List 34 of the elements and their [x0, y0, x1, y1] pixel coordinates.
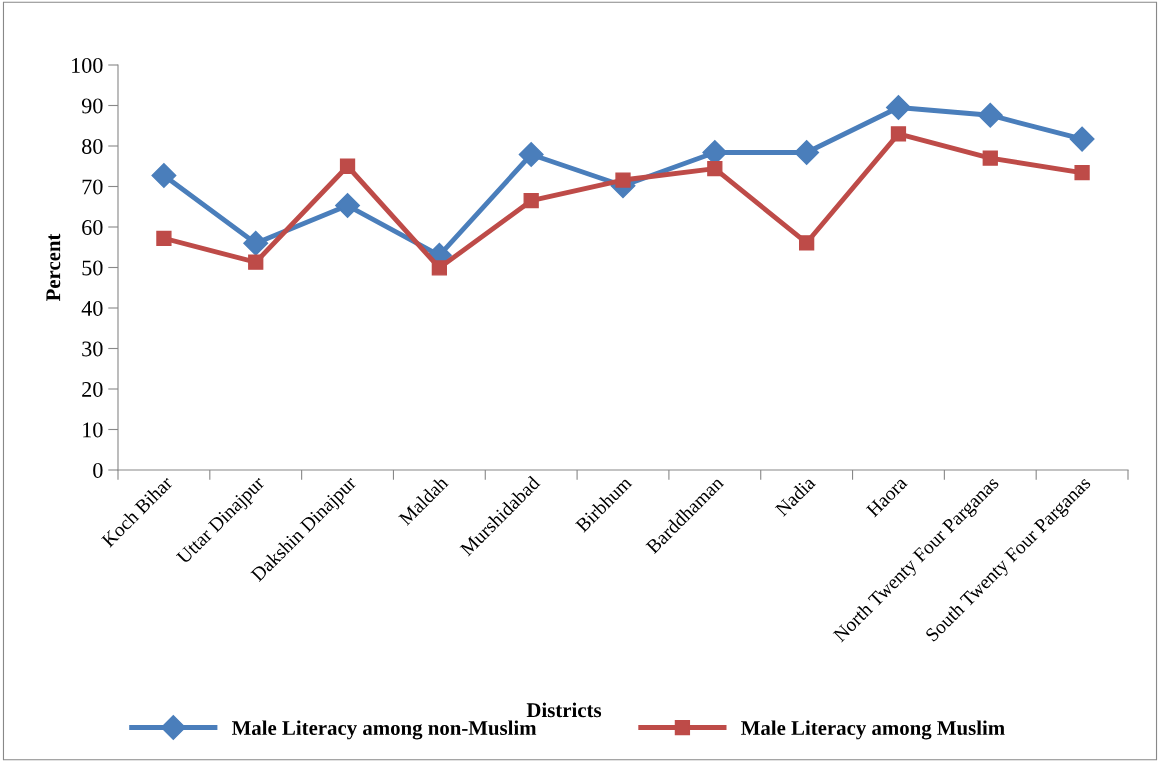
legend-label: Male Literacy among non-Muslim	[231, 720, 537, 740]
point	[798, 235, 815, 251]
point	[431, 260, 448, 276]
y-tick-label: 20	[82, 381, 103, 397]
legend-label: Male Literacy among Muslim	[741, 720, 1005, 740]
point	[982, 150, 998, 166]
point	[243, 230, 269, 256]
y-tick-label: 40	[81, 300, 103, 316]
point	[523, 193, 539, 209]
point	[248, 254, 264, 270]
point	[339, 158, 356, 174]
point	[885, 95, 911, 121]
point	[156, 230, 172, 246]
y-tick-label: 100	[72, 57, 103, 73]
point	[615, 172, 631, 188]
y-tick-label: 10	[83, 422, 103, 438]
point	[151, 163, 177, 189]
y-tick-label: 0	[93, 462, 103, 478]
y-tick-label: 80	[82, 138, 103, 154]
y-axis-title: Percent	[46, 233, 61, 302]
y-tick-label: 50	[82, 260, 103, 276]
point	[707, 161, 723, 177]
y-tick-label: 70	[82, 179, 103, 195]
point	[794, 140, 820, 165]
x-axis-title: Districts	[526, 702, 602, 718]
point	[518, 142, 544, 167]
point	[1074, 165, 1090, 181]
point	[977, 102, 1003, 128]
y-tick-label: 30	[82, 341, 103, 357]
y-tick-label: 90	[81, 98, 103, 114]
point	[335, 193, 361, 219]
point	[1069, 126, 1095, 152]
y-tick-label: 60	[82, 219, 103, 235]
point	[890, 126, 907, 142]
